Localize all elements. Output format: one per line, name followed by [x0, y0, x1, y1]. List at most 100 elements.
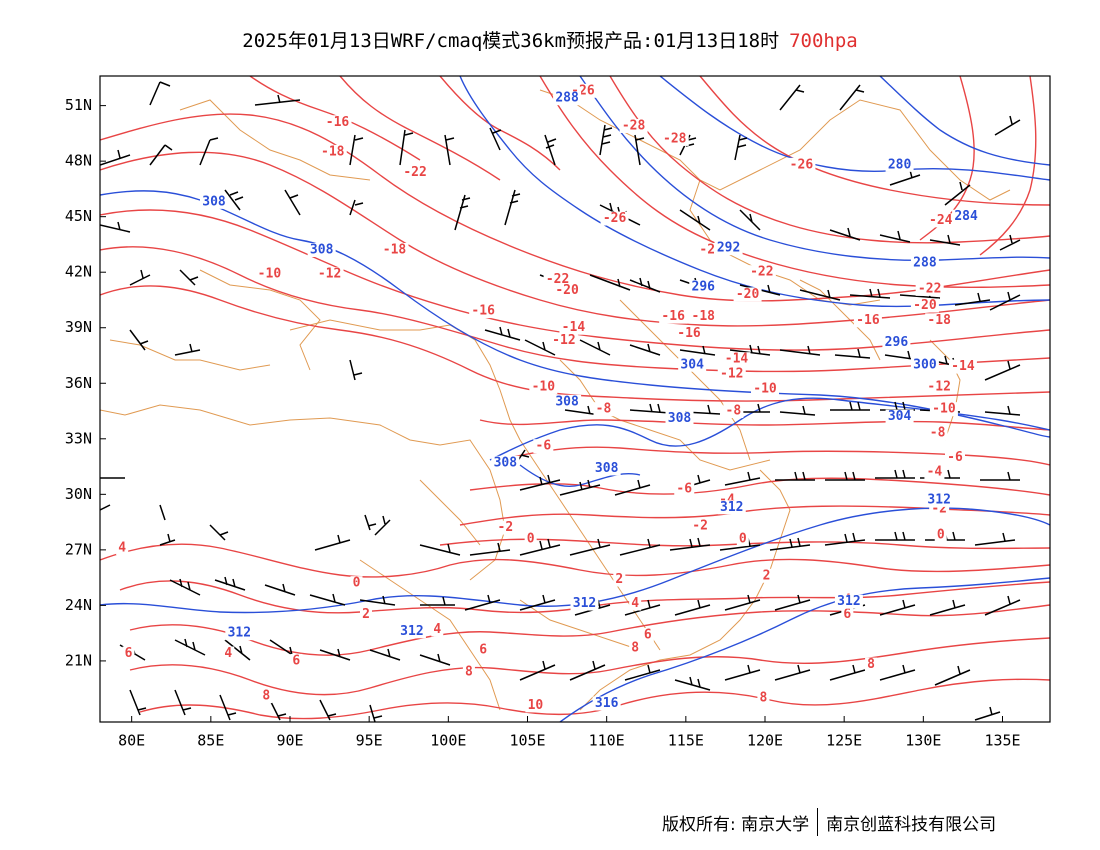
height-label: 312 [927, 492, 950, 507]
lat-label: 21N [65, 651, 92, 669]
isotherm-label: 0 [353, 576, 361, 591]
height-label: 312 [573, 596, 596, 611]
isotherm-label: -20 [913, 298, 937, 313]
isotherm-label: -16 [326, 115, 350, 130]
copyright-footer: 版权所有: 南京大学 南京创蓝科技有限公司 [662, 810, 996, 839]
isotherm-label: -6 [947, 450, 963, 465]
lat-label: 42N [65, 263, 92, 281]
isotherm-label: -22 [918, 281, 941, 296]
lat-label: 30N [65, 485, 92, 503]
isotherm-label: -12 [927, 379, 950, 394]
isotherm-label: 6 [843, 607, 851, 622]
lat-label: 33N [65, 429, 92, 447]
lon-label: 125E [826, 732, 862, 750]
lon-label: 135E [984, 732, 1020, 750]
isotherm-label: -14 [951, 359, 975, 374]
lon-label: 95E [356, 732, 383, 750]
lon-label: 105E [509, 732, 545, 750]
isotherm-label: 2 [615, 572, 623, 587]
isotherm-label: 4 [118, 541, 126, 556]
height-label: 308 [595, 461, 619, 476]
lon-label: 90E [276, 732, 303, 750]
isotherm-label: -6 [676, 481, 692, 496]
isotherm-label: 10 [528, 698, 544, 713]
lon-label: 115E [668, 732, 704, 750]
lon-label: 130E [905, 732, 941, 750]
height-label: 280 [888, 157, 912, 172]
height-label: 284 [954, 209, 978, 224]
isotherm-label: 6 [644, 628, 652, 643]
isotherm-label: 8 [867, 657, 875, 672]
isotherm-label: -16 [471, 304, 495, 319]
isotherm-label: -18 [321, 144, 345, 159]
height-label: 308 [310, 242, 334, 257]
isotherm-label: -12 [720, 367, 743, 382]
isotherm-label: 0 [739, 531, 747, 546]
isotherm-label: 6 [292, 653, 300, 668]
isotherm-label: -12 [552, 333, 575, 348]
isotherm-label: 8 [465, 665, 473, 680]
height-label: 288 [555, 91, 579, 106]
isotherm-label: -22 [750, 265, 773, 280]
height-label: 308 [668, 411, 692, 426]
copyright-left: 版权所有: 南京大学 [662, 815, 809, 835]
isotherm-label: -16 [677, 326, 701, 341]
lon-label: 110E [589, 732, 625, 750]
isotherm-label: -18 [692, 309, 716, 324]
isotherm-label: 4 [224, 646, 232, 661]
isotherm-label: -8 [726, 404, 742, 419]
isotherm-label: -10 [258, 267, 282, 282]
isotherm-label: -12 [318, 267, 341, 282]
isotherm-label: -6 [536, 439, 552, 454]
isotherm-label: 2 [763, 568, 771, 583]
isotherm-label: -18 [927, 313, 951, 328]
footer-separator [817, 808, 818, 836]
isotherm-label: -10 [532, 379, 556, 394]
isotherm-label: -28 [622, 118, 646, 133]
isotherm-label: 0 [937, 528, 945, 543]
lat-label: 39N [65, 318, 92, 336]
isotherm-label: -20 [555, 283, 579, 298]
isotherm-label: 6 [479, 642, 487, 657]
isotherm-label: 4 [433, 622, 441, 637]
isotherm-label: -4 [927, 465, 943, 480]
lat-label: 48N [65, 152, 92, 170]
isotherm-label: -26 [603, 211, 627, 226]
lon-label: 85E [197, 732, 224, 750]
isotherm-label: 8 [631, 640, 639, 655]
height-label: 304 [680, 357, 704, 372]
isotherm-label: -16 [661, 309, 685, 324]
lat-label: 36N [65, 374, 92, 392]
height-label: 288 [913, 255, 937, 270]
isotherm-label: -26 [790, 157, 814, 172]
isotherm-label: 8 [262, 689, 270, 704]
copyright-right: 南京创蓝科技有限公司 [826, 815, 996, 835]
isotherm-label: -20 [736, 287, 760, 302]
isotherm-label: -16 [856, 313, 880, 328]
isotherm-label: -28 [663, 131, 687, 146]
height-label: 304 [888, 409, 912, 424]
isotherm-label: -22 [403, 165, 426, 180]
lat-label: 45N [65, 207, 92, 225]
isotherm-label: 4 [631, 596, 639, 611]
height-label: 296 [692, 280, 716, 295]
isotherm-label: -14 [725, 352, 749, 367]
lat-label: 24N [65, 596, 92, 614]
height-label: 296 [885, 335, 909, 350]
height-label: 300 [913, 357, 937, 372]
height-label: 308 [494, 455, 518, 470]
height-label: 292 [717, 241, 740, 256]
isotherm-label: -10 [753, 381, 777, 396]
height-label: 312 [228, 626, 251, 641]
height-label: 312 [837, 594, 860, 609]
height-label: 312 [720, 500, 743, 515]
isotherm-label: -2 [692, 518, 708, 533]
isotherm-label: 0 [527, 531, 535, 546]
isotherm-label: -24 [929, 213, 953, 228]
lon-label: 100E [430, 732, 466, 750]
height-label: 308 [555, 394, 579, 409]
height-label: 316 [595, 696, 619, 711]
lat-label: 27N [65, 540, 92, 558]
isotherm-label: -18 [383, 242, 407, 257]
